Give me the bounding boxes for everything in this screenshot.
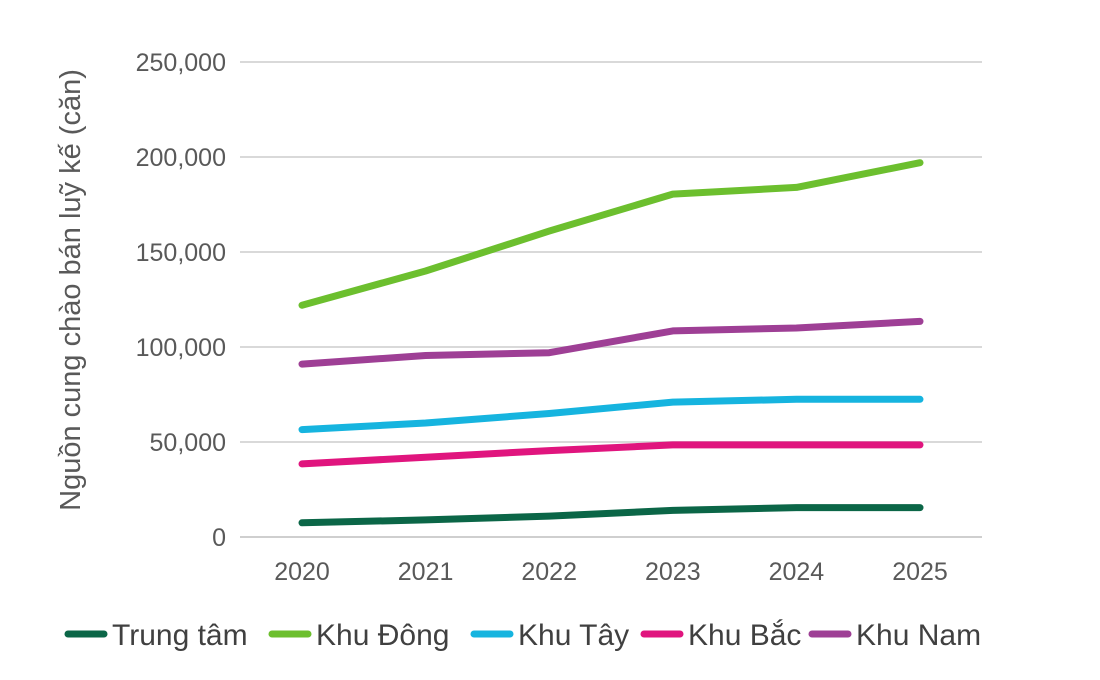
y-tick-label: 50,000 bbox=[150, 429, 226, 457]
y-tick-label: 200,000 bbox=[136, 144, 226, 172]
legend-label: Khu Bắc bbox=[688, 619, 801, 652]
series-line bbox=[298, 395, 924, 434]
series-line bbox=[298, 159, 924, 309]
series-line bbox=[298, 317, 924, 368]
x-tick-label: 2025 bbox=[892, 558, 948, 586]
series-lines bbox=[298, 159, 924, 527]
legend-label: Trung tâm bbox=[112, 619, 248, 652]
series-line bbox=[298, 441, 924, 468]
y-axis-label: Nguồn cung chào bán luỹ kế (căn) bbox=[55, 69, 87, 511]
y-axis-ticks: 0 50,000 100,000 150,000 200,000 250,000 bbox=[136, 49, 226, 552]
legend-entry: Khu Đông bbox=[268, 619, 449, 652]
x-tick-label: 2020 bbox=[274, 558, 330, 586]
x-tick-label: 2021 bbox=[398, 558, 454, 586]
gridlines bbox=[240, 61, 982, 538]
legend-entry: Khu Bắc bbox=[640, 619, 801, 652]
series-line bbox=[298, 504, 924, 527]
legend-label: Khu Nam bbox=[856, 619, 981, 652]
y-tick-label: 250,000 bbox=[136, 49, 226, 77]
legend-label: Khu Đông bbox=[316, 619, 449, 652]
legend-entry: Khu Tây bbox=[470, 619, 629, 652]
y-tick-label: 0 bbox=[212, 524, 226, 552]
legend-entry: Trung tâm bbox=[64, 619, 248, 652]
y-tick-label: 150,000 bbox=[136, 239, 226, 267]
x-tick-label: 2022 bbox=[521, 558, 577, 586]
x-tick-label: 2023 bbox=[645, 558, 701, 586]
y-tick-label: 100,000 bbox=[136, 334, 226, 362]
legend-entry: Khu Nam bbox=[808, 619, 981, 652]
legend: Trung tâm Khu Đông Khu Tây Khu Bắc Khu Nam bbox=[64, 619, 981, 652]
x-tick-label: 2024 bbox=[769, 558, 825, 586]
legend-label: Khu Tây bbox=[518, 619, 629, 652]
x-axis-ticks: 2020 2021 2022 2023 2024 2025 bbox=[274, 558, 948, 586]
